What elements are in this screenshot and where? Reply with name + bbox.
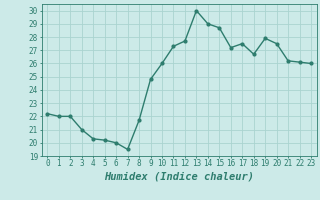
X-axis label: Humidex (Indice chaleur): Humidex (Indice chaleur): [104, 171, 254, 181]
